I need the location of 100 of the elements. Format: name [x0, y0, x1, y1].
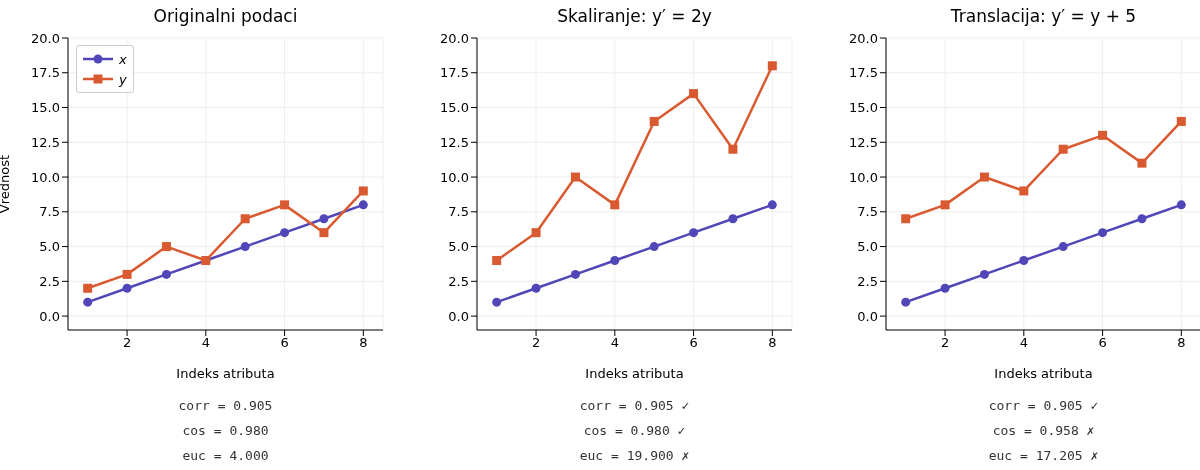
text: cos = 0.980	[181, 423, 270, 440]
y-tick-label: 12.5	[849, 134, 878, 150]
point	[1176, 116, 1186, 126]
point	[83, 297, 93, 307]
point	[122, 269, 132, 279]
y-tick-label: 10.0	[31, 169, 60, 185]
y-tick-label: 20.0	[440, 30, 469, 46]
y-tick-label: 20.0	[849, 30, 878, 46]
y-tick-label: 2.5	[857, 273, 878, 289]
point	[358, 200, 368, 210]
point	[570, 269, 580, 279]
text: corr = 0.905 ✓	[987, 398, 1100, 415]
y-tick-label: 15.0	[849, 100, 878, 116]
point	[492, 297, 502, 307]
point	[1176, 200, 1186, 210]
text: euc = 4.000	[181, 448, 270, 465]
x-tick-label: 6	[1098, 335, 1107, 351]
point	[940, 200, 950, 210]
y-tick-label: 5.0	[857, 239, 878, 255]
point	[1098, 130, 1108, 140]
point	[531, 283, 541, 293]
point	[1019, 186, 1029, 196]
y-tick-label: 2.5	[448, 273, 469, 289]
x-tick-label: 2	[531, 335, 541, 351]
x-tick-label: 4	[610, 335, 619, 351]
chart-title: Skaliranje: y′ = 2y	[556, 6, 713, 26]
text: cos = 0.980 ✓	[582, 423, 687, 440]
y-tick-label: 12.5	[440, 134, 469, 150]
y-tick-label: 0.0	[39, 308, 60, 324]
x-tick-label: 4	[201, 335, 210, 351]
point	[240, 242, 250, 252]
y-tick-label: 17.5	[440, 65, 469, 81]
x-tick-label: 8	[1177, 335, 1186, 351]
y-tick-label: 7.5	[857, 204, 878, 220]
point	[280, 200, 290, 210]
y-tick-label: 10.0	[440, 169, 469, 185]
point	[979, 172, 989, 182]
y-tick-label: 15.0	[31, 100, 60, 116]
point	[728, 214, 738, 224]
point	[161, 242, 171, 252]
point	[649, 116, 659, 126]
point	[83, 283, 93, 293]
point	[901, 214, 911, 224]
y-tick-label: 17.5	[849, 65, 878, 81]
x-axis-title: Indeks atributa	[585, 366, 684, 381]
point	[358, 186, 368, 196]
point	[531, 228, 541, 238]
point	[319, 228, 329, 238]
legend-label: x	[119, 51, 127, 67]
point	[610, 200, 620, 210]
point	[901, 297, 911, 307]
y-tick-label: 10.0	[849, 169, 878, 185]
y-tick-label: 7.5	[39, 204, 60, 220]
text: corr = 0.905	[177, 398, 274, 415]
y-tick-label: 2.5	[39, 273, 60, 289]
text: euc = 17.205 ✗	[987, 448, 1100, 465]
point	[570, 172, 580, 182]
x-axis-title: Indeks atributa	[994, 366, 1093, 381]
point	[979, 269, 989, 279]
point	[689, 228, 699, 238]
point	[649, 242, 659, 252]
y-tick-label: 0.0	[448, 308, 469, 324]
y-tick-label: 17.5	[31, 65, 60, 81]
x-tick-label: 8	[768, 335, 777, 351]
text: corr = 0.905 ✓	[578, 398, 691, 415]
point	[1058, 144, 1068, 154]
x-tick-label: 2	[940, 335, 950, 351]
point	[728, 144, 738, 154]
x-tick-label: 6	[689, 335, 698, 351]
point	[492, 255, 502, 265]
point	[1019, 255, 1029, 265]
point	[1058, 242, 1068, 252]
point	[767, 61, 777, 71]
point	[240, 214, 250, 224]
y-tick-label: 0.0	[857, 308, 878, 324]
point	[280, 228, 290, 238]
x-tick-label: 2	[122, 335, 132, 351]
point	[319, 214, 329, 224]
legend-label: y	[119, 71, 127, 87]
x-tick-label: 8	[359, 335, 368, 351]
point	[122, 283, 132, 293]
y-tick-label: 5.0	[39, 239, 60, 255]
y-tick-label: 15.0	[440, 100, 469, 116]
y-tick-label: 5.0	[448, 239, 469, 255]
point	[161, 269, 171, 279]
x-tick-label: 6	[280, 335, 289, 351]
text: euc = 19.900 ✗	[578, 448, 691, 465]
x-tick-label: 4	[1019, 335, 1028, 351]
text: cos = 0.958 ✗	[991, 423, 1096, 440]
point	[1098, 228, 1108, 238]
chart-title: Originalni podaci	[152, 6, 299, 26]
chart-title: Translacija: y′ = y + 5	[949, 6, 1138, 26]
point	[689, 89, 699, 99]
y-tick-label: 20.0	[31, 30, 60, 46]
point	[1137, 158, 1147, 168]
point	[610, 255, 620, 265]
x-axis-title: Indeks atributa	[176, 366, 275, 381]
point	[1137, 214, 1147, 224]
point	[940, 283, 950, 293]
y-tick-label: 12.5	[31, 134, 60, 150]
